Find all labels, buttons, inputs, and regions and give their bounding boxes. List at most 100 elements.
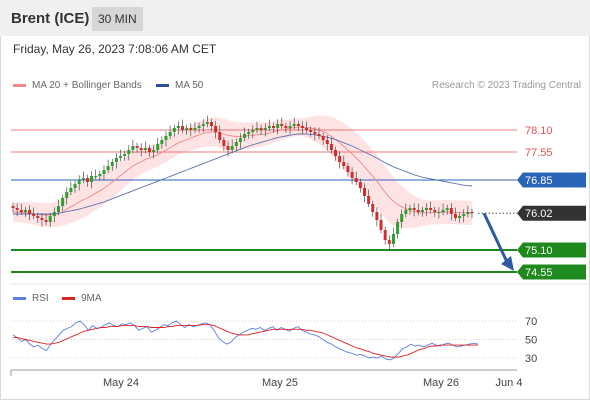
candle — [131, 146, 135, 150]
candle — [309, 130, 313, 132]
timestamp: Friday, May 26, 2023 7:08:06 AM CET — [13, 42, 217, 56]
rsi-tick-30: 30 — [525, 353, 537, 365]
candle — [119, 156, 123, 158]
ma50-swatch-icon — [156, 83, 169, 87]
candle — [114, 158, 118, 162]
rsi-tick-50: 50 — [525, 335, 537, 347]
rsi-legend-label: RSI — [32, 293, 49, 304]
x-tick-label: May 24 — [103, 377, 139, 389]
candle — [391, 234, 395, 244]
candle — [412, 208, 416, 210]
candle — [139, 148, 143, 150]
bollinger-band — [13, 115, 472, 228]
candle — [218, 132, 222, 140]
candle — [172, 128, 176, 132]
candle — [255, 128, 259, 130]
x-tick-label: May 26 — [423, 377, 459, 389]
candle — [197, 126, 201, 128]
ma20-legend-label: MA 20 + Bollinger Bands — [32, 80, 142, 91]
forecast-arrow-shaft — [482, 212, 509, 263]
candle — [408, 208, 412, 210]
candle — [396, 222, 400, 234]
candle — [238, 138, 242, 142]
candle — [354, 178, 358, 182]
candle — [445, 208, 449, 210]
candle — [110, 162, 114, 166]
candle — [94, 176, 98, 177]
rsi-line — [12, 320, 479, 361]
candle — [193, 128, 197, 130]
candle — [44, 220, 48, 222]
level-tag-74.55 — [517, 264, 586, 280]
candle — [338, 156, 342, 162]
candle — [375, 212, 379, 220]
candle — [325, 140, 329, 144]
candle — [259, 128, 263, 130]
copyright-note: Research © 2023 Trading Central — [431, 80, 581, 91]
candle — [127, 150, 131, 154]
candle — [358, 182, 362, 188]
legend-rsi: RSI — [13, 293, 49, 305]
timeframe-badge[interactable]: 30 MIN — [92, 7, 143, 31]
candle — [36, 216, 40, 218]
candle — [437, 212, 441, 213]
rsi-9ma-line — [13, 324, 478, 358]
ma20-line — [13, 126, 473, 216]
candle — [48, 216, 52, 222]
candle — [379, 220, 383, 230]
candle — [284, 126, 288, 128]
level-tag-76.85 — [517, 172, 586, 188]
candle — [342, 162, 346, 166]
candle — [185, 128, 189, 130]
x-tick-label: May 25 — [262, 377, 298, 389]
candle — [243, 134, 247, 138]
candle — [23, 210, 27, 212]
candle — [77, 180, 81, 184]
candle — [292, 124, 296, 126]
candle — [214, 126, 218, 132]
candle — [102, 170, 106, 174]
candle — [234, 142, 238, 146]
candle — [168, 132, 172, 136]
level-tag-text-76.85: 76.85 — [525, 175, 553, 187]
candle — [470, 212, 474, 214]
forecast-arrow-head-icon — [501, 256, 514, 271]
candle — [81, 178, 85, 180]
legend-ma20: MA 20 + Bollinger Bands — [13, 80, 142, 92]
level-tag-75.10 — [517, 242, 586, 258]
candle — [280, 124, 284, 126]
9ma-swatch-icon — [62, 296, 75, 300]
candle — [52, 212, 56, 216]
candle — [11, 206, 15, 208]
candle — [313, 132, 317, 134]
candle — [143, 148, 147, 150]
candle — [350, 172, 354, 178]
candle — [346, 166, 350, 172]
candle — [404, 210, 408, 214]
header-bar: Brent (ICE) 30 MIN — [0, 0, 590, 36]
candle — [28, 210, 32, 214]
candle — [276, 124, 280, 128]
candle — [32, 214, 36, 216]
candle — [226, 146, 230, 150]
candle — [425, 208, 429, 210]
candle — [201, 124, 205, 126]
candle — [73, 184, 77, 188]
candle — [181, 126, 185, 130]
candle — [367, 196, 371, 204]
candle — [147, 148, 151, 152]
candle — [205, 122, 209, 124]
candle — [321, 136, 325, 140]
candle — [462, 214, 466, 216]
candle — [189, 128, 193, 130]
rsi-tick-70: 70 — [525, 316, 537, 328]
candle — [296, 124, 300, 126]
candle — [19, 210, 23, 212]
candle — [429, 208, 433, 210]
candle — [160, 140, 164, 144]
level-tag-text-75.10: 75.10 — [525, 245, 553, 257]
candle — [267, 126, 271, 128]
candle — [90, 176, 94, 182]
candle — [383, 230, 387, 240]
